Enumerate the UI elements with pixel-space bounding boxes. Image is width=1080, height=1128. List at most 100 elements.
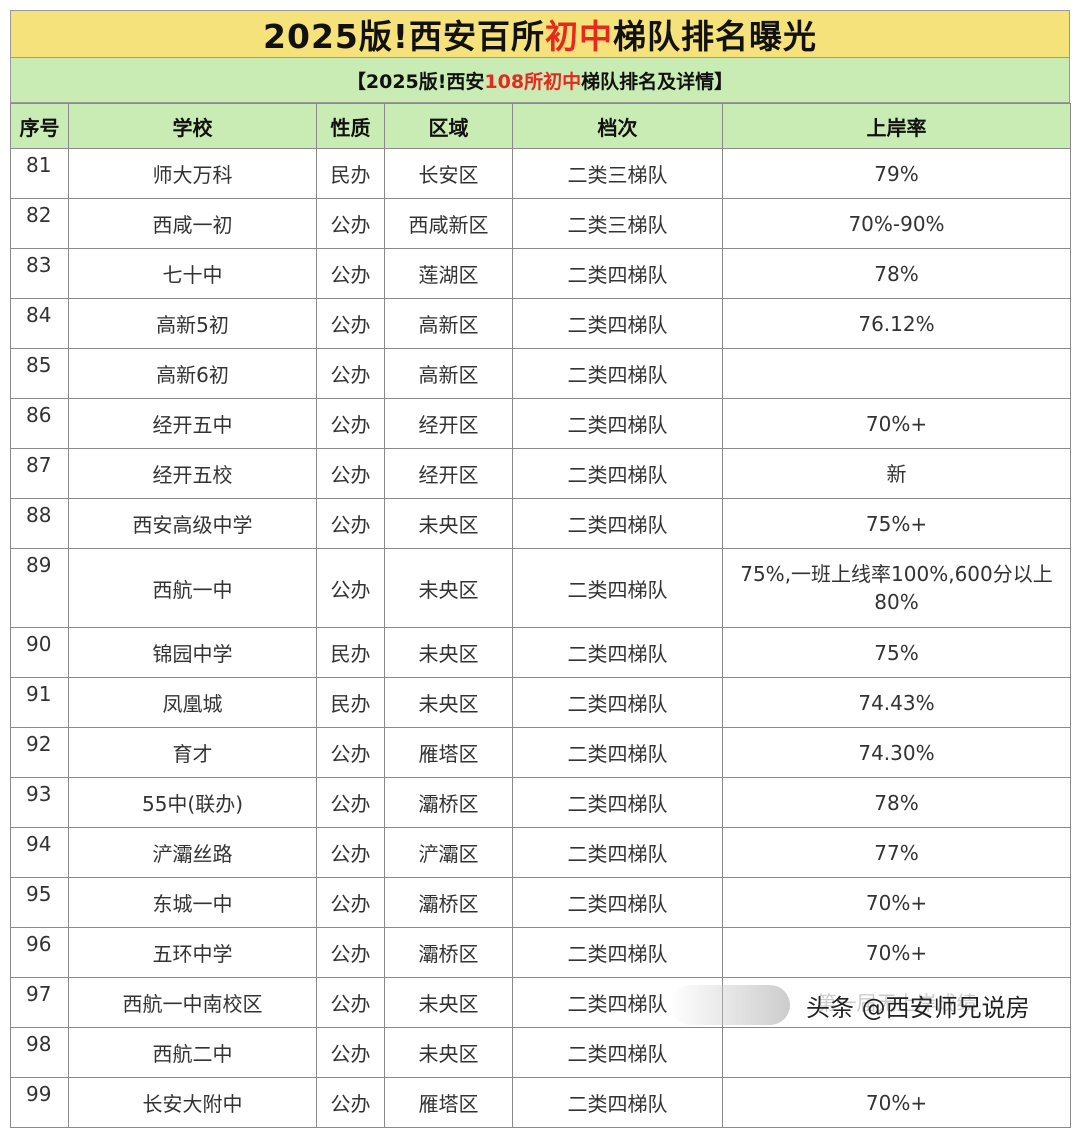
cell-district: 经开区 xyxy=(384,398,513,449)
watermark: 头条 @西安师兄说房 xyxy=(670,972,1070,1038)
table-row: 99 长安大附中 公办 雁塔区 二类四梯队 70%+ xyxy=(10,1077,1071,1128)
cell-district: 未央区 xyxy=(384,677,513,728)
cell-type: 公办 xyxy=(316,198,385,249)
cell-index: 88 xyxy=(10,498,69,549)
cell-type: 公办 xyxy=(316,248,385,299)
cell-district: 高新区 xyxy=(384,298,513,349)
table-row: 83 七十中 公办 莲湖区 二类四梯队 78% xyxy=(10,248,1071,299)
cell-district: 未央区 xyxy=(384,498,513,549)
cell-type: 公办 xyxy=(316,777,385,828)
page-title: 2025版!西安百所 初中 梯队排名曝光 xyxy=(10,10,1070,58)
cell-index: 82 xyxy=(10,198,69,249)
cell-tier: 二类四梯队 xyxy=(512,498,723,549)
cell-type: 公办 xyxy=(316,927,385,978)
cell-type: 民办 xyxy=(316,148,385,199)
cell-type: 公办 xyxy=(316,827,385,878)
title-part1: 2025版!西安百所 xyxy=(263,17,545,56)
cell-district: 高新区 xyxy=(384,348,513,399)
cell-type: 公办 xyxy=(316,448,385,499)
cell-tier: 二类四梯队 xyxy=(512,777,723,828)
watermark-blur xyxy=(670,985,790,1025)
cell-index: 95 xyxy=(10,877,69,928)
cell-rate: 70%+ xyxy=(722,927,1071,978)
cell-school: 西航一中南校区 xyxy=(68,977,317,1028)
cell-index: 94 xyxy=(10,827,69,878)
cell-type: 公办 xyxy=(316,348,385,399)
col-header-district: 区域 xyxy=(384,103,513,149)
cell-district: 未央区 xyxy=(384,1027,513,1078)
cell-rate: 新 xyxy=(722,448,1071,499)
cell-rate: 70%+ xyxy=(722,1077,1071,1128)
cell-tier: 二类四梯队 xyxy=(512,927,723,978)
cell-type: 公办 xyxy=(316,877,385,928)
col-header-type: 性质 xyxy=(316,103,385,149)
table-row: 95 东城一中 公办 灞桥区 二类四梯队 70%+ xyxy=(10,877,1071,928)
col-header-rate: 上岸率 xyxy=(722,103,1071,149)
col-header-tier: 档次 xyxy=(512,103,723,149)
cell-index: 96 xyxy=(10,927,69,978)
cell-district: 浐灞区 xyxy=(384,827,513,878)
subtitle-highlight: 108所初中 xyxy=(484,70,582,93)
cell-district: 未央区 xyxy=(384,977,513,1028)
cell-tier: 二类四梯队 xyxy=(512,448,723,499)
title-part2: 梯队排名曝光 xyxy=(612,17,817,56)
watermark-text: 头条 @西安师兄说房 xyxy=(800,985,1036,1025)
cell-district: 未央区 xyxy=(384,548,513,628)
cell-type: 公办 xyxy=(316,1027,385,1078)
cell-index: 85 xyxy=(10,348,69,399)
table-row: 93 55中(联办) 公办 灞桥区 二类四梯队 78% xyxy=(10,777,1071,828)
cell-rate: 76.12% xyxy=(722,298,1071,349)
cell-index: 98 xyxy=(10,1027,69,1078)
cell-tier: 二类三梯队 xyxy=(512,148,723,199)
cell-school: 高新5初 xyxy=(68,298,317,349)
cell-school: 浐灞丝路 xyxy=(68,827,317,878)
cell-school: 经开五校 xyxy=(68,448,317,499)
cell-tier: 二类四梯队 xyxy=(512,398,723,449)
cell-school: 凤凰城 xyxy=(68,677,317,728)
subtitle-part2: 梯队排名及详情】 xyxy=(581,70,734,93)
table-row: 92 育才 公办 雁塔区 二类四梯队 74.30% xyxy=(10,727,1071,778)
cell-index: 99 xyxy=(10,1077,69,1128)
title-highlight: 初中 xyxy=(544,17,613,56)
cell-type: 公办 xyxy=(316,398,385,449)
cell-district: 雁塔区 xyxy=(384,1077,513,1128)
table-row: 84 高新5初 公办 高新区 二类四梯队 76.12% xyxy=(10,298,1071,349)
table-row: 91 凤凰城 民办 未央区 二类四梯队 74.43% xyxy=(10,677,1071,728)
cell-rate: 75% xyxy=(722,627,1071,678)
table-header-row: 序号 学校 性质 区域 档次 上岸率 xyxy=(10,103,1071,149)
cell-tier: 二类四梯队 xyxy=(512,298,723,349)
table-row: 85 高新6初 公办 高新区 二类四梯队 xyxy=(10,348,1071,399)
cell-tier: 二类四梯队 xyxy=(512,348,723,399)
cell-rate: 78% xyxy=(722,248,1071,299)
cell-district: 长安区 xyxy=(384,148,513,199)
cell-index: 81 xyxy=(10,148,69,199)
cell-tier: 二类四梯队 xyxy=(512,727,723,778)
cell-type: 公办 xyxy=(316,548,385,628)
cell-type: 公办 xyxy=(316,298,385,349)
cell-school: 东城一中 xyxy=(68,877,317,928)
cell-rate: 74.30% xyxy=(722,727,1071,778)
cell-tier: 二类四梯队 xyxy=(512,248,723,299)
cell-rate: 70%+ xyxy=(722,398,1071,449)
cell-type: 民办 xyxy=(316,627,385,678)
cell-tier: 二类三梯队 xyxy=(512,198,723,249)
cell-index: 86 xyxy=(10,398,69,449)
cell-school: 五环中学 xyxy=(68,927,317,978)
cell-tier: 二类四梯队 xyxy=(512,548,723,628)
cell-school: 西安高级中学 xyxy=(68,498,317,549)
col-header-index: 序号 xyxy=(10,103,69,149)
table-body: 81 师大万科 民办 长安区 二类三梯队 79% 82 西咸一初 公办 西咸新区 二类三梯队 70%-… xyxy=(10,148,1071,1128)
cell-index: 83 xyxy=(10,248,69,299)
cell-rate: 70%+ xyxy=(722,877,1071,928)
cell-rate: 79% xyxy=(722,148,1071,199)
table-row: 81 师大万科 民办 长安区 二类三梯队 79% xyxy=(10,148,1071,199)
cell-rate: 78% xyxy=(722,777,1071,828)
cell-school: 经开五中 xyxy=(68,398,317,449)
cell-tier: 二类四梯队 xyxy=(512,877,723,928)
cell-school: 七十中 xyxy=(68,248,317,299)
ranking-sheet: 2025版!西安百所 初中 梯队排名曝光 【2025版!西安 108所初中 梯队排名及详… xyxy=(10,10,1071,1128)
cell-tier: 二类四梯队 xyxy=(512,827,723,878)
table-row: 90 锦园中学 民办 未央区 二类四梯队 75% xyxy=(10,627,1071,678)
table-row: 94 浐灞丝路 公办 浐灞区 二类四梯队 77% xyxy=(10,827,1071,878)
cell-type: 公办 xyxy=(316,727,385,778)
